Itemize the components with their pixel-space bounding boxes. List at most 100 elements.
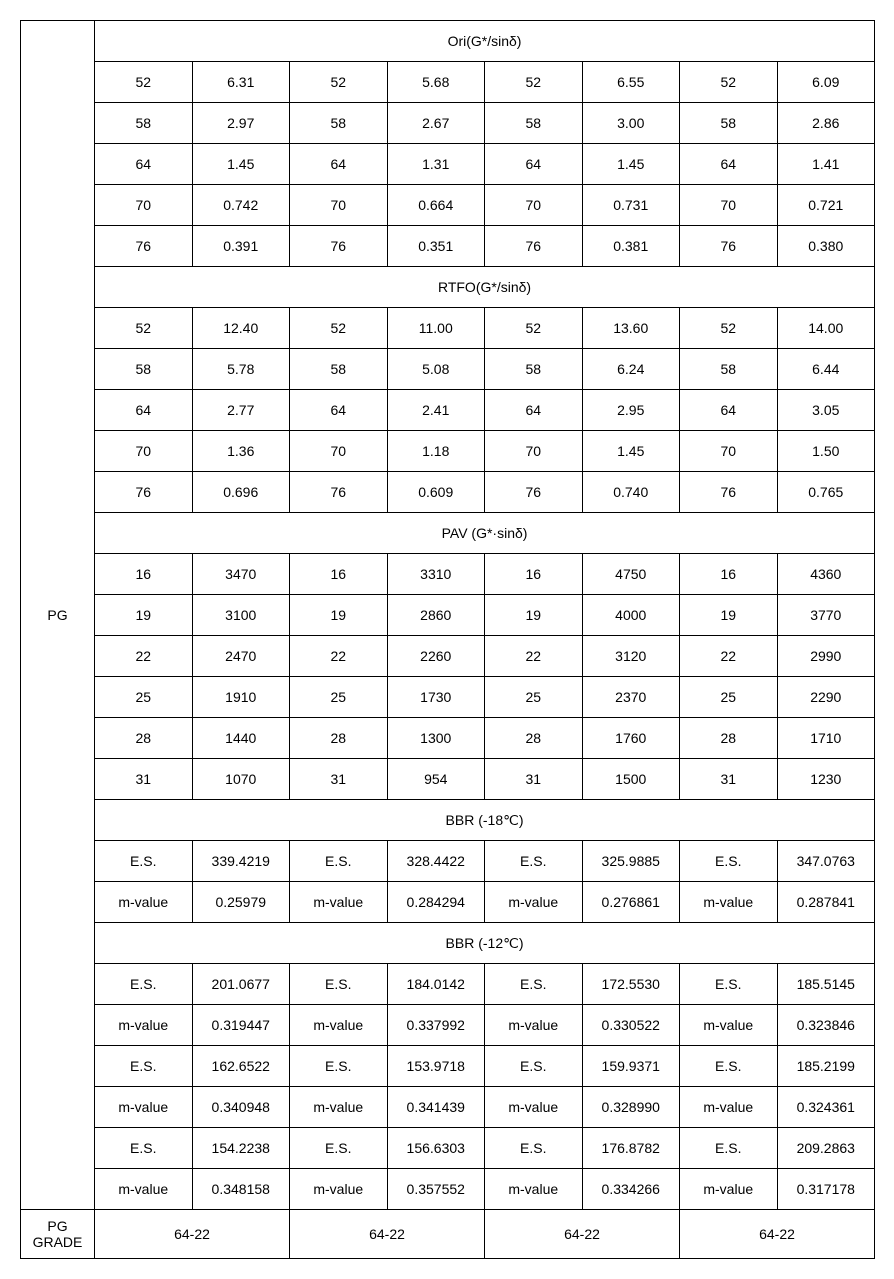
data-cell: 2.95 xyxy=(582,390,680,431)
data-cell: 6.55 xyxy=(582,62,680,103)
data-cell: 0.317178 xyxy=(777,1169,875,1210)
data-cell: 0.284294 xyxy=(387,882,485,923)
data-cell: 3120 xyxy=(582,636,680,677)
data-cell: 954 xyxy=(387,759,485,800)
section-header-row: BBR (-18℃) xyxy=(21,800,875,841)
data-cell: 1.45 xyxy=(582,144,680,185)
data-cell: 2.41 xyxy=(387,390,485,431)
data-cell: 3.05 xyxy=(777,390,875,431)
data-cell: E.S. xyxy=(485,841,583,882)
section-header-row: PAV (G*·sinδ) xyxy=(21,513,875,554)
data-cell: E.S. xyxy=(680,964,778,1005)
table-row: m-value0.348158m-value0.357552m-value0.3… xyxy=(21,1169,875,1210)
data-cell: 0.337992 xyxy=(387,1005,485,1046)
data-cell: 64 xyxy=(680,144,778,185)
data-cell: E.S. xyxy=(290,964,388,1005)
data-cell: 156.6303 xyxy=(387,1128,485,1169)
data-cell: E.S. xyxy=(95,964,193,1005)
data-cell: 22 xyxy=(680,636,778,677)
table-row: 700.742700.664700.731700.721 xyxy=(21,185,875,226)
data-cell: E.S. xyxy=(680,1128,778,1169)
data-cell: 1730 xyxy=(387,677,485,718)
data-cell: 31 xyxy=(290,759,388,800)
data-cell: 58 xyxy=(95,349,193,390)
data-cell: 52 xyxy=(290,62,388,103)
table-row: 5212.405211.005213.605214.00 xyxy=(21,308,875,349)
table-row: m-value0.340948m-value0.341439m-value0.3… xyxy=(21,1087,875,1128)
table-row: 222470222260223120222990 xyxy=(21,636,875,677)
section-title: BBR (-12℃) xyxy=(95,923,875,964)
section-title: BBR (-18℃) xyxy=(95,800,875,841)
data-cell: m-value xyxy=(290,1087,388,1128)
data-cell: 1300 xyxy=(387,718,485,759)
data-cell: 4000 xyxy=(582,595,680,636)
data-cell: 0.330522 xyxy=(582,1005,680,1046)
data-cell: 52 xyxy=(290,308,388,349)
data-cell: 1910 xyxy=(192,677,290,718)
data-cell: m-value xyxy=(95,1005,193,1046)
table-row: 760.391760.351760.381760.380 xyxy=(21,226,875,267)
data-cell: 185.2199 xyxy=(777,1046,875,1087)
data-cell: 5.78 xyxy=(192,349,290,390)
table-row: 31107031954311500311230 xyxy=(21,759,875,800)
data-cell: m-value xyxy=(485,1005,583,1046)
data-cell: 52 xyxy=(485,62,583,103)
section-header-row: RTFO(G*/sinδ) xyxy=(21,267,875,308)
data-cell: 4750 xyxy=(582,554,680,595)
data-cell: 1760 xyxy=(582,718,680,759)
data-cell: m-value xyxy=(290,882,388,923)
data-cell: 0.25979 xyxy=(192,882,290,923)
data-cell: 0.340948 xyxy=(192,1087,290,1128)
data-cell: 0.380 xyxy=(777,226,875,267)
data-cell: 0.664 xyxy=(387,185,485,226)
data-cell: 153.9718 xyxy=(387,1046,485,1087)
data-cell: 2260 xyxy=(387,636,485,677)
data-cell: 52 xyxy=(95,62,193,103)
table-row: E.S.201.0677E.S.184.0142E.S.172.5530E.S.… xyxy=(21,964,875,1005)
data-cell: 11.00 xyxy=(387,308,485,349)
data-cell: 76 xyxy=(485,472,583,513)
data-cell: m-value xyxy=(485,882,583,923)
data-cell: 1.36 xyxy=(192,431,290,472)
data-cell: 70 xyxy=(95,185,193,226)
data-cell: m-value xyxy=(95,1169,193,1210)
data-cell: 28 xyxy=(680,718,778,759)
data-cell: 76 xyxy=(290,226,388,267)
data-cell: 58 xyxy=(680,103,778,144)
data-cell: 325.9885 xyxy=(582,841,680,882)
data-cell: 1.50 xyxy=(777,431,875,472)
data-cell: 52 xyxy=(95,308,193,349)
data-cell: 4360 xyxy=(777,554,875,595)
table-row: 760.696760.609760.740760.765 xyxy=(21,472,875,513)
data-cell: 76 xyxy=(680,472,778,513)
data-cell: 2370 xyxy=(582,677,680,718)
data-cell: 70 xyxy=(485,185,583,226)
data-cell: 2470 xyxy=(192,636,290,677)
data-cell: E.S. xyxy=(680,1046,778,1087)
data-cell: 6.09 xyxy=(777,62,875,103)
data-cell: 28 xyxy=(95,718,193,759)
table-row: 642.77642.41642.95643.05 xyxy=(21,390,875,431)
data-cell: m-value xyxy=(485,1169,583,1210)
data-cell: 64 xyxy=(485,144,583,185)
data-cell: m-value xyxy=(680,882,778,923)
data-cell: 6.24 xyxy=(582,349,680,390)
data-cell: 185.5145 xyxy=(777,964,875,1005)
pg-grade-value: 64-22 xyxy=(485,1210,680,1259)
data-cell: 6.44 xyxy=(777,349,875,390)
data-cell: 25 xyxy=(290,677,388,718)
data-cell: 2.77 xyxy=(192,390,290,431)
data-cell: 16 xyxy=(485,554,583,595)
data-cell: 70 xyxy=(680,185,778,226)
pg-grade-value: 64-22 xyxy=(290,1210,485,1259)
data-cell: 0.740 xyxy=(582,472,680,513)
data-cell: 1.41 xyxy=(777,144,875,185)
data-cell: 58 xyxy=(290,103,388,144)
data-cell: 76 xyxy=(95,226,193,267)
data-cell: 64 xyxy=(95,144,193,185)
pg-grade-value: 64-22 xyxy=(680,1210,875,1259)
data-cell: 0.721 xyxy=(777,185,875,226)
data-cell: 3310 xyxy=(387,554,485,595)
section-title: RTFO(G*/sinδ) xyxy=(95,267,875,308)
data-cell: 58 xyxy=(485,349,583,390)
